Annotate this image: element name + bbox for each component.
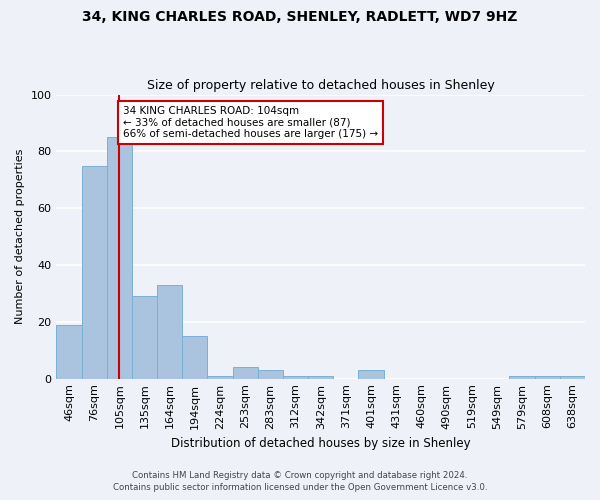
Bar — [56, 324, 82, 378]
Bar — [358, 370, 383, 378]
Bar — [157, 285, 182, 378]
Y-axis label: Number of detached properties: Number of detached properties — [15, 149, 25, 324]
Bar — [560, 376, 585, 378]
Text: Contains HM Land Registry data © Crown copyright and database right 2024.
Contai: Contains HM Land Registry data © Crown c… — [113, 471, 487, 492]
Bar — [535, 376, 560, 378]
Bar — [509, 376, 535, 378]
Bar — [308, 376, 333, 378]
Bar — [283, 376, 308, 378]
Bar — [107, 137, 132, 378]
Bar — [132, 296, 157, 378]
Title: Size of property relative to detached houses in Shenley: Size of property relative to detached ho… — [147, 79, 494, 92]
Bar — [258, 370, 283, 378]
Bar — [182, 336, 208, 378]
Bar — [82, 166, 107, 378]
Bar — [233, 368, 258, 378]
Bar — [208, 376, 233, 378]
X-axis label: Distribution of detached houses by size in Shenley: Distribution of detached houses by size … — [171, 437, 470, 450]
Text: 34, KING CHARLES ROAD, SHENLEY, RADLETT, WD7 9HZ: 34, KING CHARLES ROAD, SHENLEY, RADLETT,… — [82, 10, 518, 24]
Text: 34 KING CHARLES ROAD: 104sqm
← 33% of detached houses are smaller (87)
66% of se: 34 KING CHARLES ROAD: 104sqm ← 33% of de… — [123, 106, 378, 139]
